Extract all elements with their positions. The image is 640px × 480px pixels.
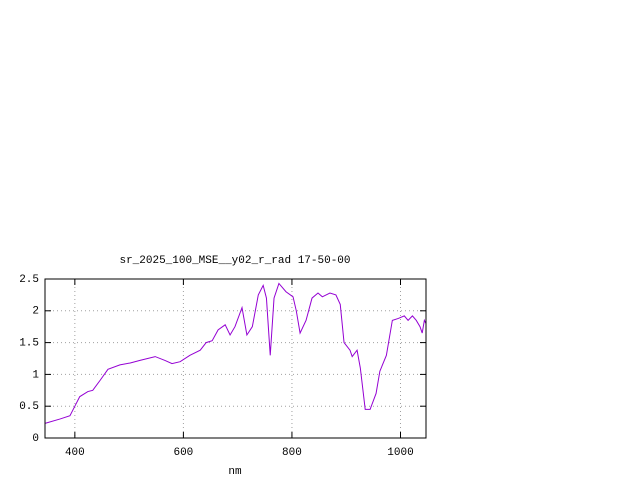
y-tick-label: 1 bbox=[32, 369, 39, 381]
x-axis-label: nm bbox=[228, 466, 242, 478]
x-tick-label: 600 bbox=[173, 447, 193, 459]
data-line bbox=[44, 282, 427, 424]
y-tick-label: 2.5 bbox=[19, 274, 39, 286]
plot-border bbox=[44, 278, 427, 439]
x-tick-label: 1000 bbox=[387, 447, 413, 459]
y-tick-label: 1.5 bbox=[19, 338, 39, 350]
y-tick-label: 0 bbox=[32, 433, 39, 445]
chart-title: sr_2025_100_MSE__y02_r_rad 17-50-00 bbox=[119, 255, 350, 267]
x-tick-label: 800 bbox=[282, 447, 302, 459]
y-tick-label: 2 bbox=[32, 306, 39, 318]
y-tick-label: 0.5 bbox=[19, 401, 39, 413]
x-tick-label: 400 bbox=[65, 447, 85, 459]
